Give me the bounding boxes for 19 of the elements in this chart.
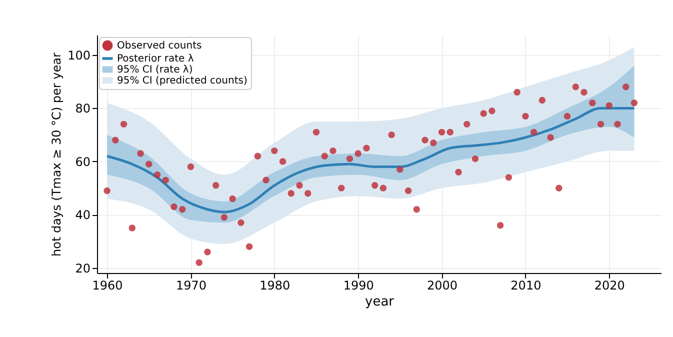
x-tick-label: 1990 [343, 278, 374, 292]
x-tick-label: 2010 [510, 278, 542, 292]
legend-label: 95% CI (rate λ) [117, 64, 193, 76]
x-tick-label: 1980 [260, 278, 290, 292]
legend-label: 95% CI (predicted counts) [117, 76, 248, 86]
x-tick-label: 2020 [594, 278, 625, 292]
y-tick-label: 40 [75, 208, 90, 222]
y-axis-title: hot days (Tmax ≥ 30 °C) per year [50, 52, 64, 256]
x-tick-label: 2000 [426, 278, 458, 292]
y-tick-label: 100 [68, 48, 90, 62]
x-tick-label: 1970 [176, 278, 206, 292]
y-tick-label: 20 [75, 261, 90, 276]
y-tick-label: 80 [75, 102, 90, 116]
y-tick-label: 60 [75, 154, 90, 169]
line-series [106, 106, 636, 214]
x-tick-label: 1960 [92, 278, 123, 292]
legend-label: Observed counts [117, 40, 202, 52]
x-axis-title: year [364, 294, 395, 310]
legend-label: Posterior rate λ [117, 54, 194, 64]
